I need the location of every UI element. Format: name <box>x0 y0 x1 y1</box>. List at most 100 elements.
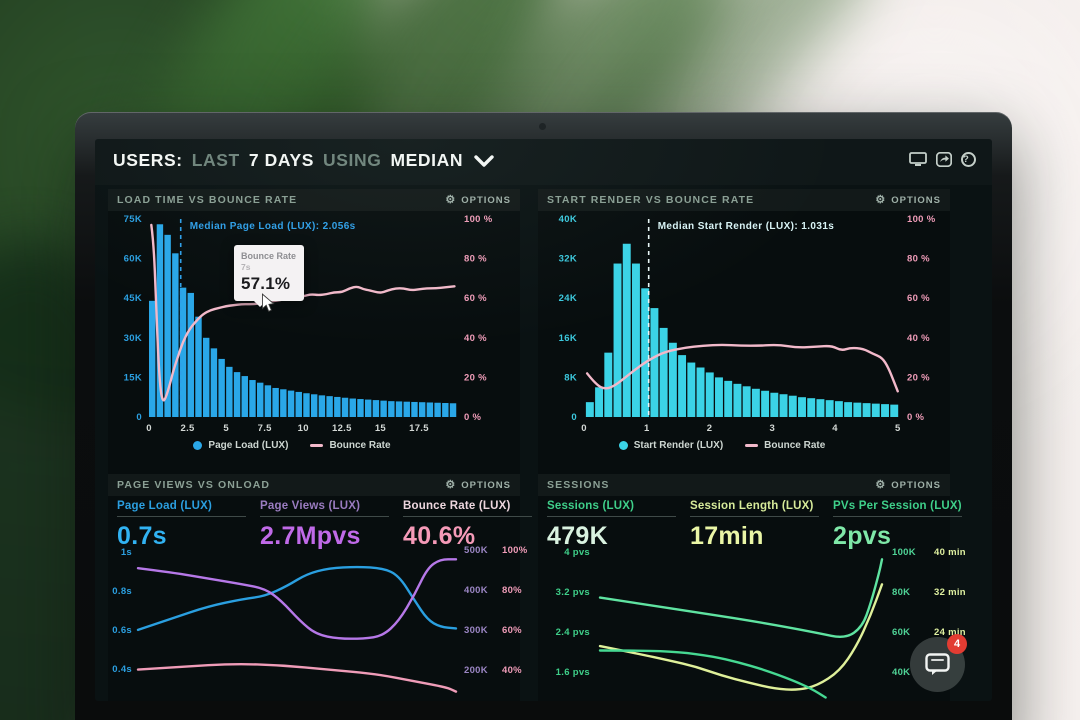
svg-text:Median Page Load (LUX): 2.056s: Median Page Load (LUX): 2.056s <box>190 221 356 232</box>
options-button[interactable]: OPTIONS <box>875 195 941 206</box>
legend-item[interactable]: Bounce Rate <box>310 440 391 451</box>
webcam-dot <box>539 123 546 130</box>
svg-text:0: 0 <box>136 412 142 423</box>
svg-text:100%: 100% <box>502 545 528 556</box>
page-title[interactable]: USERS: LAST 7 DAYS USING MEDIAN <box>113 150 494 171</box>
panel-title: LOAD TIME VS BOUNCE RATE <box>117 194 298 206</box>
page-views-chart: 1s 0.8s 0.6s 0.4s 500K 400K 300K 200K 100% 80% 60%… <box>112 545 527 693</box>
svg-text:40K: 40K <box>892 667 910 678</box>
svg-text:75K: 75K <box>124 214 142 225</box>
svg-text:60K: 60K <box>892 627 910 638</box>
svg-text:0: 0 <box>571 412 577 423</box>
svg-text:60%: 60% <box>502 625 522 636</box>
metric-sessions[interactable]: Sessions (LUX) 479K <box>547 500 690 551</box>
metric-label: Page Load (LUX) <box>117 500 213 512</box>
chevron-down-icon[interactable] <box>474 154 494 167</box>
metric-session-length[interactable]: Session Length (LUX) 17min <box>690 500 833 551</box>
options-button[interactable]: OPTIONS <box>445 480 511 491</box>
svg-text:0: 0 <box>146 423 152 434</box>
svg-text:4: 4 <box>832 423 838 434</box>
chart-legend: Start Render (LUX) Bounce Rate <box>538 440 906 451</box>
legend-swatch <box>745 444 759 447</box>
options-button[interactable]: OPTIONS <box>445 195 511 206</box>
panel-header: START RENDER VS BOUNCE RATE OPTIONS <box>538 189 950 211</box>
svg-text:45K: 45K <box>124 293 142 304</box>
legend-item[interactable]: Bounce Rate <box>745 440 825 451</box>
gear-icon <box>875 480 886 491</box>
metric-page-load[interactable]: Page Load (LUX) 0.7s <box>117 500 260 551</box>
legend-swatch <box>310 444 324 447</box>
title-days: 7 DAYS <box>248 150 315 170</box>
metric-label: Sessions (LUX) <box>547 500 635 512</box>
laptop-screen: USERS: LAST 7 DAYS USING MEDIAN <box>95 139 992 701</box>
svg-text:0 %: 0 % <box>907 412 925 423</box>
title-using: USING <box>323 150 382 170</box>
legend-item[interactable]: Start Render (LUX) <box>618 440 723 451</box>
metric-bounce-rate[interactable]: Bounce Rate (LUX) 40.6% <box>403 500 546 551</box>
svg-text:80K: 80K <box>892 587 910 598</box>
svg-text:3: 3 <box>769 423 775 434</box>
svg-text:7.5: 7.5 <box>258 423 273 434</box>
metric-value: 479K <box>547 522 608 550</box>
metric-label: Bounce Rate (LUX) <box>403 500 511 512</box>
legend-label: Bounce Rate <box>329 440 391 451</box>
svg-text:400K: 400K <box>464 585 488 596</box>
help-icon[interactable] <box>961 152 976 167</box>
start-render-chart: 40K 32K 24K 16K 8K 0 100 % 80 % 60 % 40 % 20 % 0 % 0… <box>559 214 936 434</box>
gear-icon <box>875 195 886 206</box>
svg-text:100 %: 100 % <box>464 214 493 225</box>
svg-text:40 min: 40 min <box>934 547 966 558</box>
svg-text:40 %: 40 % <box>907 333 930 344</box>
legend-label: Page Load (LUX) <box>208 440 289 451</box>
metric-divider <box>833 516 962 517</box>
svg-text:10: 10 <box>298 423 309 434</box>
panel-title: START RENDER VS BOUNCE RATE <box>547 194 755 206</box>
svg-text:0: 0 <box>581 423 587 434</box>
svg-text:24 min: 24 min <box>934 627 966 638</box>
metric-page-views[interactable]: Page Views (LUX) 2.7Mpvs <box>260 500 403 551</box>
svg-text:4 pvs: 4 pvs <box>564 547 590 558</box>
svg-text:17.5: 17.5 <box>409 423 429 434</box>
panel-sessions: SESSIONS OPTIONS Sessions (LUX) 479K Ses… <box>538 474 966 701</box>
gear-icon <box>445 195 456 206</box>
options-button[interactable]: OPTIONS <box>875 480 941 491</box>
tooltip-title: Bounce Rate <box>241 251 297 261</box>
load-time-chart: 75K 60K 45K 30K 15K 0 100 % 80 % 60 % 40 % 20 % 0 %… <box>124 214 493 434</box>
svg-text:1s: 1s <box>121 547 132 558</box>
svg-text:20 %: 20 % <box>464 372 487 383</box>
legend-item[interactable]: Page Load (LUX) <box>193 440 288 451</box>
legend-label: Bounce Rate <box>764 440 826 451</box>
svg-text:8K: 8K <box>564 372 577 383</box>
chat-button[interactable]: 4 <box>910 634 967 692</box>
metric-value: 40.6% <box>403 522 476 550</box>
svg-text:16K: 16K <box>559 333 577 344</box>
tooltip-subtitle: 7s <box>241 262 251 272</box>
share-icon[interactable] <box>936 152 952 167</box>
svg-text:80 %: 80 % <box>464 254 487 265</box>
metric-row: Page Load (LUX) 0.7s Page Views (LUX) 2.… <box>117 500 532 551</box>
svg-text:15K: 15K <box>124 372 142 383</box>
svg-text:1: 1 <box>644 423 650 434</box>
metric-pvs-per-session[interactable]: PVs Per Session (LUX) 2pvs <box>833 500 976 551</box>
svg-text:12.5: 12.5 <box>332 423 352 434</box>
metric-divider <box>403 516 532 517</box>
svg-text:15: 15 <box>375 423 387 434</box>
svg-text:200K: 200K <box>464 665 488 676</box>
svg-text:Median Start Render (LUX): 1.0: Median Start Render (LUX): 1.031s <box>658 221 835 232</box>
svg-text:60K: 60K <box>124 254 142 265</box>
metric-value: 17min <box>690 522 764 550</box>
svg-text:20 %: 20 % <box>907 372 930 383</box>
metric-row: Sessions (LUX) 479K Session Length (LUX)… <box>547 500 962 551</box>
svg-text:0.8s: 0.8s <box>112 586 132 597</box>
chat-icon <box>925 653 950 675</box>
svg-text:1.6 pvs: 1.6 pvs <box>556 667 590 678</box>
display-icon[interactable] <box>909 152 927 167</box>
svg-text:32K: 32K <box>559 254 577 265</box>
panel-title: SESSIONS <box>547 479 610 491</box>
svg-text:500K: 500K <box>464 545 488 556</box>
svg-text:2.5: 2.5 <box>181 423 196 434</box>
metric-value: 2.7Mpvs <box>260 522 361 550</box>
panel-header: SESSIONS OPTIONS <box>538 474 950 496</box>
svg-text:60 %: 60 % <box>464 293 487 304</box>
